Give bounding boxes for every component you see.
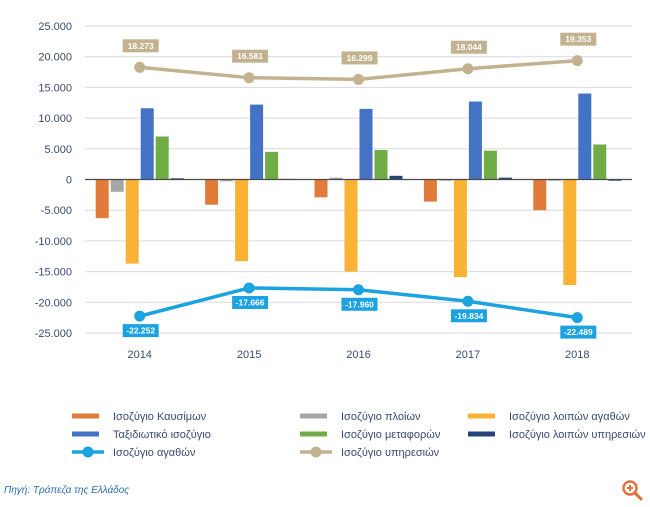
bars [95,93,622,286]
value-label: -22.252 [126,326,155,336]
bar [533,179,547,211]
value-label-box [560,32,597,46]
bar [205,179,219,205]
legend-marker [310,446,322,458]
line-point [571,312,583,324]
value-label: -22.489 [564,327,593,337]
line-point [462,63,474,75]
line-point [462,295,474,307]
y-tick-label: -10.000 [35,236,72,248]
line-point [134,61,146,73]
x-tick-label: 2017 [456,349,480,361]
bar [578,93,592,180]
bar [250,104,264,180]
bar [329,177,343,180]
line-point [353,284,364,296]
legend-label: Ισοζύγιο μεταφορών [341,429,441,441]
legend-marker [82,446,94,458]
line-point [243,72,255,84]
value-label-box [232,295,269,309]
value-label-box [341,297,378,311]
y-tick-label: -20.000 [35,297,72,309]
bar [438,179,452,181]
zoom-in-icon[interactable] [620,478,644,502]
legend-label: Ταξιδιωτικό ισοζύγιο [113,429,211,441]
value-label: 18.044 [456,42,482,52]
legend: Ισοζύγιο Καυσίμων Ισοζύγιο πλοίων Ισοζύγιο… [72,411,646,459]
line-point [243,282,255,294]
legend-label: Ισοζύγιο υπηρεσιών [341,447,440,459]
bar [593,144,607,180]
bar [498,177,512,180]
bar [125,179,139,264]
value-label-box [232,49,269,63]
y-tick-label: 20.000 [38,52,72,64]
bar [608,179,622,181]
x-tick-label: 2018 [565,349,589,361]
y-tick-label: -15.000 [35,267,72,279]
bar [140,108,154,180]
bar [468,101,482,180]
legend-swatch [300,431,327,437]
value-label: -17.960 [345,299,374,309]
value-label-box [450,309,487,323]
bar [344,179,358,272]
legend-label: Ισοζύγιο Καυσίμων [113,411,207,423]
value-label: -19.834 [454,311,483,321]
legend-label: Ισοζύγιο λοιπών υπηρεσιών [509,429,646,441]
bar [155,136,169,180]
bar [563,179,577,286]
y-tick-label: -5.000 [41,205,72,217]
legend-label: Ισοζύγιο λοιπών αγαθών [509,411,630,423]
value-label: -17.666 [236,297,265,307]
bar [483,150,497,180]
bar [265,151,279,180]
x-tick-label: 2014 [127,349,151,361]
line-point [353,73,364,85]
bar [548,179,562,181]
line-point [571,55,583,67]
value-label: 18.273 [128,41,154,51]
value-label: 16.581 [237,51,263,61]
y-tick-label: 15.000 [38,82,72,94]
legend-swatch [468,413,495,419]
value-label-box [122,324,159,338]
legend-label: Ισοζύγιο πλοίων [341,411,421,423]
y-tick-label: 25.000 [38,21,72,33]
legend-swatch [72,413,99,419]
bar [170,178,184,180]
series-lines: -22.252 -17.666 -17.960 -19.834 -22.489 18.27… [122,32,597,339]
x-axis: 2014 2015 2016 2017 2018 [127,349,589,361]
legend-swatch [72,431,99,437]
value-label-box [450,40,487,54]
bar [453,179,467,278]
bar [389,175,403,180]
bar [374,150,388,180]
y-tick-label: 10.000 [38,113,72,125]
value-label: 19.353 [565,34,591,44]
bar [314,179,328,198]
value-label-box [341,51,378,65]
bar [95,179,109,219]
value-label-box [560,325,597,339]
bar [359,108,373,180]
y-tick-label: 0 [66,175,72,187]
source-note: Πηγή: Τράπεζα της Ελλάδος [4,485,130,496]
bar [235,179,249,262]
legend-label: Ισοζύγιο αγαθών [113,447,196,459]
x-tick-label: 2015 [237,349,261,361]
bar [110,179,124,192]
value-label-box [122,39,159,53]
bar [220,179,234,182]
y-tick-label: -25.000 [35,328,72,340]
value-label: 16.299 [347,53,373,63]
y-axis: 25.000 20.000 15.000 10.000 5.000 0 -5.000 -10.… [35,21,72,340]
y-tick-label: 5.000 [44,144,72,156]
bar [423,179,437,202]
legend-swatch [300,413,327,419]
x-tick-label: 2016 [346,349,370,361]
line-point [134,310,146,322]
legend-swatch [468,431,495,437]
